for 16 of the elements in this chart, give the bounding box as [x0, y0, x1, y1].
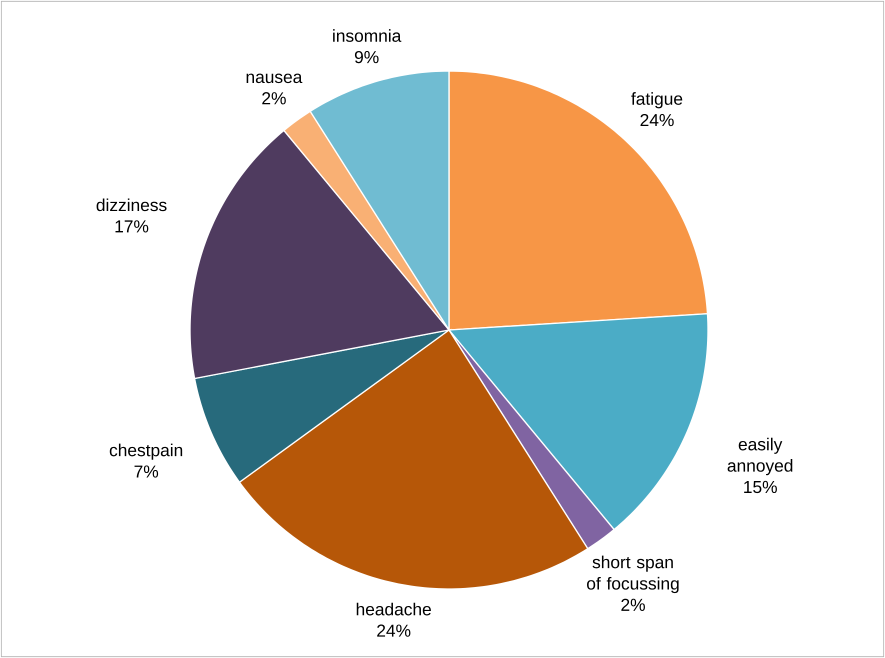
data-label: 15%	[744, 480, 777, 494]
data-label: 2%	[621, 598, 645, 611]
slice-label: short span of focussing	[587, 556, 679, 594]
data-label: 2%	[262, 92, 286, 104]
data-label: 9%	[354, 50, 379, 64]
data-label: 7%	[134, 465, 158, 478]
slice-label: chestpain	[110, 444, 182, 460]
slice-label: fatigue	[631, 92, 682, 108]
data-label: 24%	[640, 114, 674, 126]
data-label: 17%	[116, 220, 148, 232]
data-label: 24%	[377, 624, 410, 637]
slice-label: headache	[356, 602, 431, 616]
slice-label: dizziness	[96, 198, 167, 212]
slice-label: insomnia	[333, 29, 402, 42]
slice-label: nausea	[246, 74, 302, 84]
slice-label: easily annoyed	[728, 438, 792, 476]
